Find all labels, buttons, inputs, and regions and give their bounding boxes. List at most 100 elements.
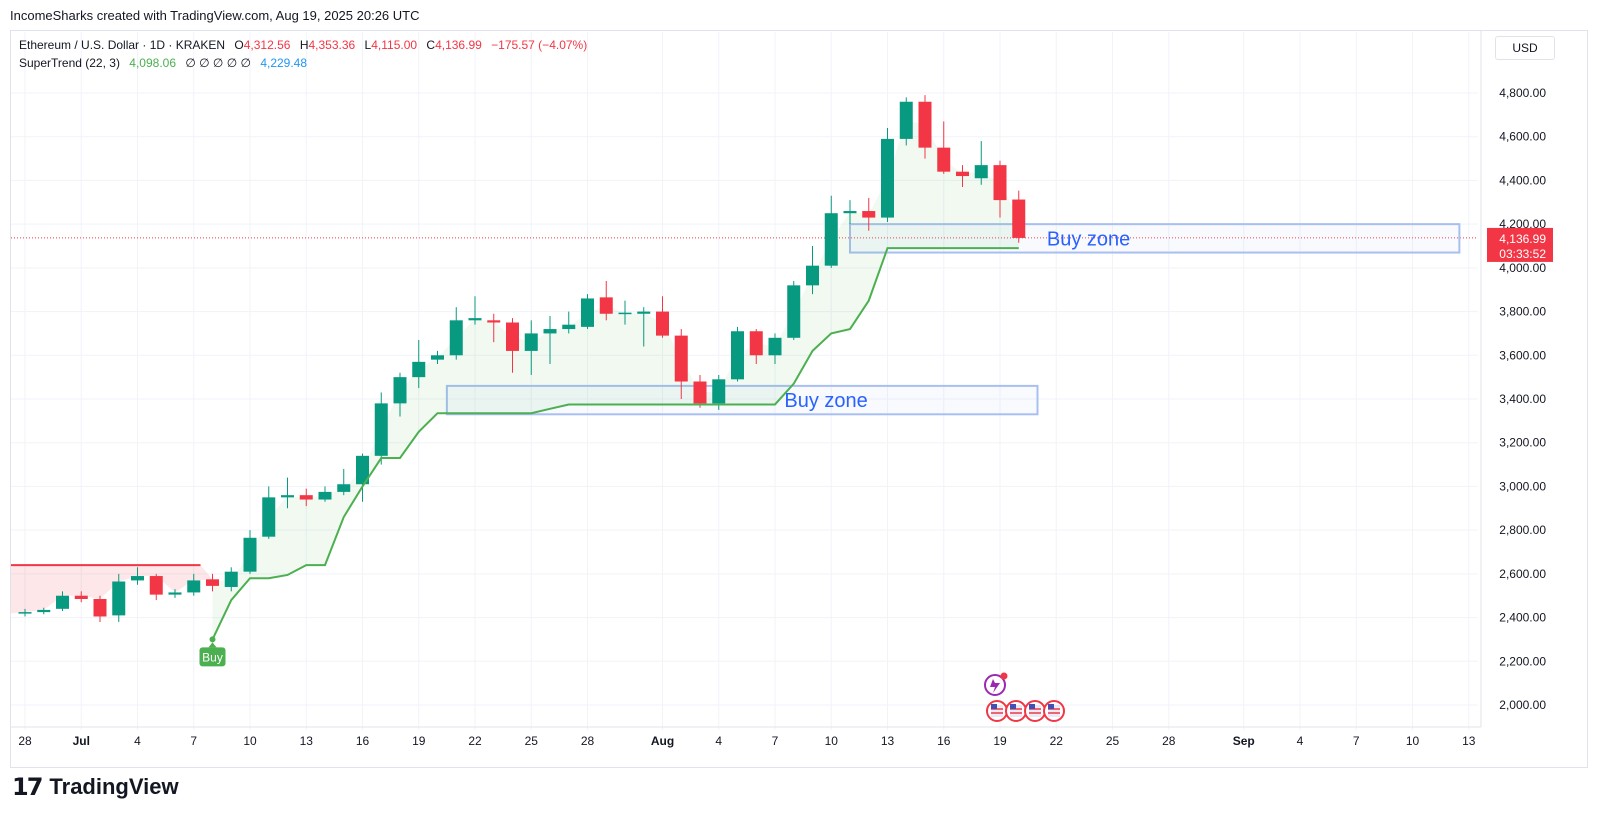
candle-body xyxy=(149,576,163,595)
supertrend-line xyxy=(211,247,1019,640)
candle-body xyxy=(449,320,463,356)
time-tick-label: 25 xyxy=(1106,734,1120,748)
price-tick-label: 4,200.00 xyxy=(1499,217,1546,231)
high-label: H xyxy=(299,38,309,52)
supertrend-fill xyxy=(212,120,1019,640)
time-tick-label: Jul xyxy=(73,734,90,748)
time-tick-label: 16 xyxy=(937,734,951,748)
candle-body xyxy=(918,101,932,148)
candle-body xyxy=(881,138,894,218)
supertrend-down-value: 4,229.48 xyxy=(260,56,308,70)
time-tick-label: 7 xyxy=(772,734,779,748)
price-axis: 4,800.00 4,600.00 4,400.00 4,200.00 4,000.00… xyxy=(1487,86,1553,712)
tradingview-logo[interactable]: 17 TradingView xyxy=(12,773,179,801)
candle-body xyxy=(431,355,444,360)
candle-body xyxy=(168,592,182,595)
candle-body xyxy=(824,213,838,266)
time-tick-label: 19 xyxy=(993,734,1007,748)
candle-body xyxy=(468,318,482,321)
time-tick-label: 4 xyxy=(1297,734,1304,748)
time-tick-label: Sep xyxy=(1233,734,1255,748)
indicator-title: SuperTrend (22, 3) xyxy=(19,56,120,70)
candle-body xyxy=(93,598,107,617)
time-tick-label: 13 xyxy=(1462,734,1476,748)
candlesticks xyxy=(18,95,1026,622)
low-value: 4,115.00 xyxy=(371,38,418,52)
low-label: L xyxy=(364,38,372,52)
time-tick-label: 22 xyxy=(1050,734,1064,748)
supertrend-polyline xyxy=(211,247,1019,640)
candle-body xyxy=(37,609,51,613)
tradingview-mark-icon: 17 xyxy=(12,773,43,801)
candle-body xyxy=(768,337,782,356)
candle-body xyxy=(543,329,557,334)
candle-body xyxy=(356,455,369,485)
buy-zone-label: Buy zone xyxy=(784,390,867,412)
candle-body xyxy=(749,331,763,356)
candle-body xyxy=(112,581,126,616)
time-tick-label: 13 xyxy=(300,734,314,748)
time-tick-label: 4 xyxy=(134,734,141,748)
price-tick-label: 3,400.00 xyxy=(1499,392,1546,406)
time-tick-label: Aug xyxy=(651,734,674,748)
price-tick-label: 4,400.00 xyxy=(1499,173,1546,187)
candle-body xyxy=(74,595,88,599)
time-tick-label: 22 xyxy=(468,734,482,748)
candle-body xyxy=(56,595,69,609)
time-axis: 28 Jul 4 7 10 13 16 19 22 25 28 Aug 4 7 10 13 16 19 22 25 28… xyxy=(18,734,1475,748)
currency-button[interactable]: USD xyxy=(1495,36,1555,60)
time-tick-label: 10 xyxy=(825,734,839,748)
chart-attribution: IncomeSharks created with TradingView.co… xyxy=(10,8,420,23)
tradingview-wordmark: TradingView xyxy=(49,774,179,799)
candle-body xyxy=(581,298,594,327)
candle-body xyxy=(487,320,501,323)
price-tick-label: 2,000.00 xyxy=(1499,698,1546,712)
candle-body xyxy=(974,165,988,179)
candle-body xyxy=(993,165,1007,201)
candle-body xyxy=(206,579,219,586)
candle-body xyxy=(674,335,688,382)
us-flag-canton xyxy=(1010,704,1016,709)
candle-body xyxy=(224,571,238,587)
candle-body xyxy=(243,537,257,572)
price-tick-label: 2,600.00 xyxy=(1499,567,1546,581)
earnings-icon xyxy=(984,674,1006,696)
time-tick-label: 28 xyxy=(18,734,32,748)
high-value: 4,353.36 xyxy=(308,38,356,52)
candle-body xyxy=(712,379,726,404)
us-flag-canton xyxy=(1029,704,1035,709)
buy-signal-pointer xyxy=(208,642,217,648)
candle-body xyxy=(731,331,744,380)
close-value: 4,136.99 xyxy=(435,38,482,52)
time-tick-label: 7 xyxy=(1353,734,1360,748)
open-value: 4,312.56 xyxy=(243,38,291,52)
empty-values: ∅ ∅ ∅ ∅ ∅ xyxy=(185,56,251,70)
indicator-legend[interactable]: SuperTrend (22, 3) 4,098.06 ∅ ∅ ∅ ∅ ∅ 4,… xyxy=(19,56,307,70)
candle-body xyxy=(806,265,819,286)
close-label: C xyxy=(426,38,436,52)
grid-lines xyxy=(11,31,1482,730)
buy-zone-label: Buy zone xyxy=(1047,228,1130,250)
bolt-icon xyxy=(990,679,1000,693)
candle-body xyxy=(506,322,519,351)
symbol-title: Ethereum / U.S. Dollar · 1D · KRAKEN xyxy=(19,38,226,52)
candle-body xyxy=(899,101,913,139)
time-tick-label: 4 xyxy=(715,734,722,748)
buy-signal-dot xyxy=(209,636,216,643)
change-value: −175.57 (−4.07%) xyxy=(491,38,588,52)
candle-body xyxy=(131,576,144,581)
candle-body xyxy=(262,497,276,537)
price-tick-label: 3,200.00 xyxy=(1499,436,1546,450)
price-tag-value: 4,136.99 xyxy=(1499,232,1546,246)
earnings-dot-icon xyxy=(1000,672,1008,680)
price-tick-label: 3,800.00 xyxy=(1499,305,1546,319)
time-tick-label: 10 xyxy=(243,734,257,748)
candle-body xyxy=(412,361,426,378)
price-tag-countdown: 03:33:52 xyxy=(1499,247,1546,261)
symbol-legend[interactable]: Ethereum / U.S. Dollar · 1D · KRAKEN O4,… xyxy=(19,38,587,52)
candle-body xyxy=(187,580,201,593)
time-tick-label: 16 xyxy=(356,734,370,748)
price-tick-label: 2,200.00 xyxy=(1499,654,1546,668)
candle-body xyxy=(956,171,969,177)
